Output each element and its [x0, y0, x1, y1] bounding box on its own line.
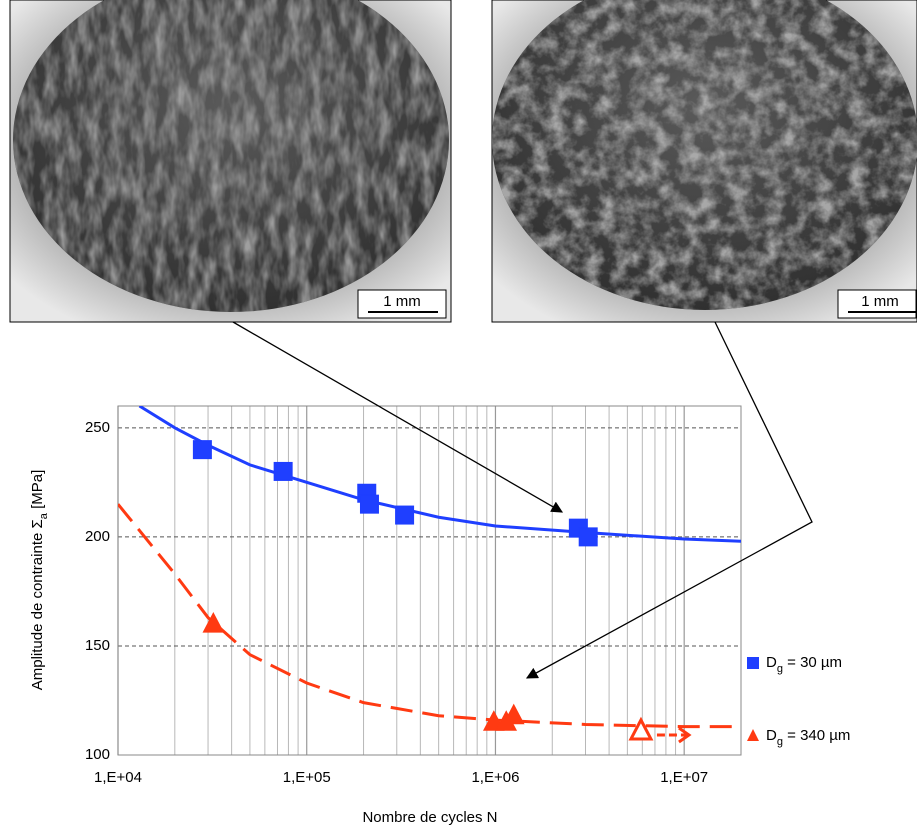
scale-label: 1 mm	[383, 293, 421, 310]
fit-curve	[118, 503, 741, 729]
legend-label-base: D	[766, 654, 777, 671]
legend-label-sub: g	[777, 663, 783, 675]
plot: 1,E+04 1,E+05 1,E+06 1,E+07 100 150 200 250 Nomb…	[29, 405, 850, 826]
legend-label-base: D	[766, 727, 777, 744]
x-tick-label: 1,E+07	[660, 769, 708, 786]
marker	[359, 494, 379, 514]
legend-marker	[747, 657, 759, 669]
plot-area	[118, 406, 741, 755]
x-tick-label: 1,E+04	[94, 769, 142, 786]
scale-label: 1 mm	[861, 293, 899, 310]
y-axis-label-sub: a	[38, 512, 50, 519]
y-tick-label: 250	[85, 419, 110, 436]
plot-frame	[117, 405, 742, 756]
marker	[628, 716, 654, 741]
x-tick-label: 1,E+05	[283, 769, 331, 786]
y-axis-label-base: Amplitude de contrainte Σ	[29, 519, 46, 690]
connectors	[232, 321, 813, 679]
x-axis-label: Nombre de cycles N	[362, 809, 497, 826]
y-axis-label: Amplitude de contrainte Σa [MPa]	[29, 470, 50, 691]
marker	[273, 461, 293, 481]
sem-image-left: 1 mm	[9, 0, 452, 323]
runout-arrowhead	[678, 726, 692, 744]
y-tick-label: 100	[85, 746, 110, 763]
y-axis-label-rest: [MPa]	[29, 470, 46, 513]
sem-image-right: 1 mm	[491, 0, 917, 323]
marker	[578, 527, 598, 547]
legend-label: Dg = 30 µm	[766, 654, 842, 675]
legend-marker	[747, 729, 759, 741]
marker	[202, 612, 225, 633]
legend-label-rest: = 30 µm	[783, 654, 842, 671]
marker	[502, 703, 525, 725]
x-tick-label: 1,E+06	[471, 769, 519, 786]
legend-label: Dg = 340 µm	[766, 727, 850, 748]
y-tick-label: 150	[85, 637, 110, 654]
marker	[192, 440, 212, 460]
marker	[395, 505, 415, 525]
y-tick-label: 200	[85, 528, 110, 545]
legend-label-sub: g	[777, 736, 783, 748]
legend-label-rest: = 340 µm	[783, 727, 850, 744]
